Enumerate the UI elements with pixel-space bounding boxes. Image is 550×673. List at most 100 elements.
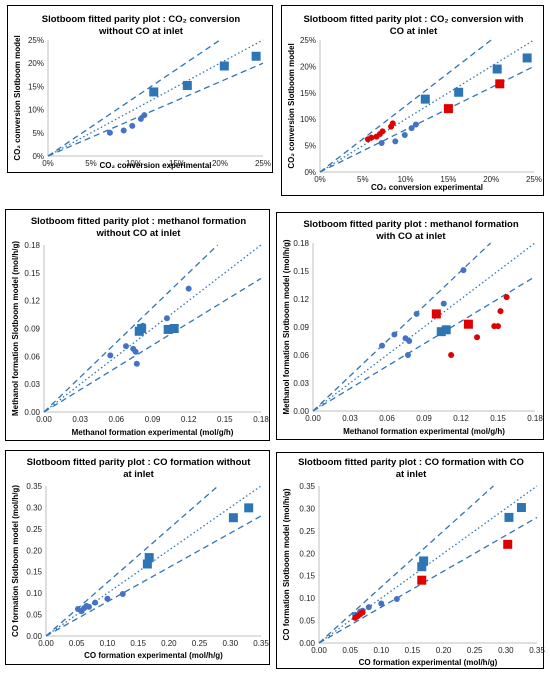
data-point-square <box>417 575 427 585</box>
parity-line <box>43 244 262 413</box>
x-tick-label: 0.30 <box>498 646 514 655</box>
y-tick-label: 0.00 <box>24 408 40 417</box>
y-axis-label: CO formation Slotboom model (mol/h/g) <box>11 485 20 637</box>
x-axis-label: Methanol formation experimental (mol/g/h… <box>72 428 234 437</box>
parity-plot-co-without-co: Slotboom fitted parity plot : CO formati… <box>5 450 270 665</box>
data-point-square <box>516 503 526 513</box>
x-tick-label: 0.20 <box>436 646 452 655</box>
data-point-circle <box>365 604 372 611</box>
y-tick-label: 0.00 <box>26 632 42 641</box>
data-point-circle <box>379 128 386 135</box>
data-point-square <box>504 512 514 522</box>
bound-line <box>319 39 492 173</box>
data-point-square <box>495 79 505 89</box>
data-point-circle <box>106 129 113 136</box>
y-tick-label: 0.10 <box>26 589 42 598</box>
x-tick-label: 0.12 <box>181 415 197 424</box>
x-tick-label: 0.05 <box>342 646 358 655</box>
data-point-circle <box>133 360 140 367</box>
y-tick-label: 0.12 <box>293 295 309 304</box>
x-tick-label: 0.03 <box>342 414 358 423</box>
data-point-square <box>163 324 173 334</box>
y-tick-label: 0.10 <box>299 594 315 603</box>
x-tick-label: 0.25 <box>467 646 483 655</box>
y-axis-label: Methanol formation Slotboom model (mol/h… <box>11 241 20 416</box>
bound-line <box>47 62 264 157</box>
chart-title-line: Slotboom fitted parity plot : methanol f… <box>303 219 519 230</box>
data-point-square <box>417 562 427 572</box>
x-tick-label: 0.15 <box>217 415 233 424</box>
x-tick-label: 0.00 <box>38 639 54 648</box>
x-tick-label: 20% <box>483 175 499 184</box>
x-tick-label: 20% <box>212 159 228 168</box>
y-tick-label: 0.15 <box>299 572 315 581</box>
y-tick-label: 25% <box>300 36 316 45</box>
data-point-square <box>144 553 154 563</box>
x-tick-label: 0.15 <box>130 639 146 648</box>
y-tick-label: 0.25 <box>299 527 315 536</box>
y-tick-label: 0.05 <box>299 617 315 626</box>
data-point-circle <box>104 595 111 602</box>
y-tick-label: 0.09 <box>293 323 309 332</box>
x-tick-label: 0.00 <box>305 414 321 423</box>
x-tick-label: 0.03 <box>72 415 88 424</box>
y-tick-label: 25% <box>28 36 44 45</box>
data-point-circle <box>132 348 139 355</box>
y-axis-label: CO₂ conversion Slotboom model <box>287 43 296 168</box>
x-tick-label: 25% <box>255 159 271 168</box>
data-point-square <box>219 61 229 71</box>
data-point-square <box>463 319 473 329</box>
x-axis-label: Methanol formation experimental (mol/g/h… <box>343 427 505 436</box>
chart-title-line: with CO at inlet <box>375 231 446 242</box>
y-tick-label: 0.03 <box>293 379 309 388</box>
data-point-circle <box>120 127 127 134</box>
data-point-circle <box>404 352 411 358</box>
x-tick-label: 0.15 <box>490 414 506 423</box>
x-tick-label: 5% <box>85 159 97 168</box>
x-tick-label: 0.06 <box>109 415 125 424</box>
data-point-circle <box>368 134 375 141</box>
y-tick-label: 0.15 <box>293 267 309 276</box>
x-tick-label: 15% <box>169 159 185 168</box>
data-point-circle <box>185 285 192 292</box>
data-point-circle <box>440 300 447 307</box>
bound-line <box>318 485 494 644</box>
data-point-circle <box>474 334 481 341</box>
data-point-circle <box>92 599 99 606</box>
x-tick-label: 0.06 <box>379 414 395 423</box>
y-tick-label: 0.20 <box>299 549 315 558</box>
x-tick-label: 0.09 <box>416 414 432 423</box>
data-point-circle <box>163 315 170 322</box>
chart-svg: Slotboom fitted parity plot : CO formati… <box>11 457 269 660</box>
data-point-square <box>436 327 446 337</box>
data-point-circle <box>389 120 396 127</box>
y-axis-label: CO₂ conversion Slotboom model <box>13 35 22 160</box>
y-tick-label: 0.18 <box>293 239 309 248</box>
data-point-circle <box>107 352 114 359</box>
y-tick-label: 0.03 <box>24 380 40 389</box>
x-tick-label: 0% <box>42 159 54 168</box>
chart-title-line: Slotboom fitted parity plot : CO formati… <box>27 457 252 468</box>
x-tick-label: 0.15 <box>405 646 421 655</box>
y-tick-label: 20% <box>300 62 316 71</box>
x-tick-label: 0.18 <box>253 415 269 424</box>
data-point-circle <box>378 600 385 607</box>
x-tick-label: 0% <box>314 175 326 184</box>
data-point-circle <box>391 331 398 338</box>
y-tick-label: 0.00 <box>293 407 309 416</box>
y-tick-label: 0.18 <box>24 241 40 250</box>
bound-line <box>318 516 538 644</box>
y-tick-label: 15% <box>300 89 316 98</box>
data-point-square <box>443 104 453 114</box>
parity-plot-co2-without-co: Slotboom fitted parity plot : CO₂ conver… <box>7 5 273 173</box>
data-point-circle <box>495 323 501 330</box>
x-tick-label: 0.10 <box>100 639 116 648</box>
data-point-circle <box>460 267 467 274</box>
data-point-square <box>454 87 464 97</box>
bound-line <box>43 277 262 413</box>
y-tick-label: 0.30 <box>26 503 42 512</box>
y-tick-label: 0.06 <box>293 351 309 360</box>
data-point-circle <box>401 132 408 139</box>
data-point-circle <box>379 342 386 349</box>
chart-title-line: without CO at inlet <box>96 228 182 239</box>
